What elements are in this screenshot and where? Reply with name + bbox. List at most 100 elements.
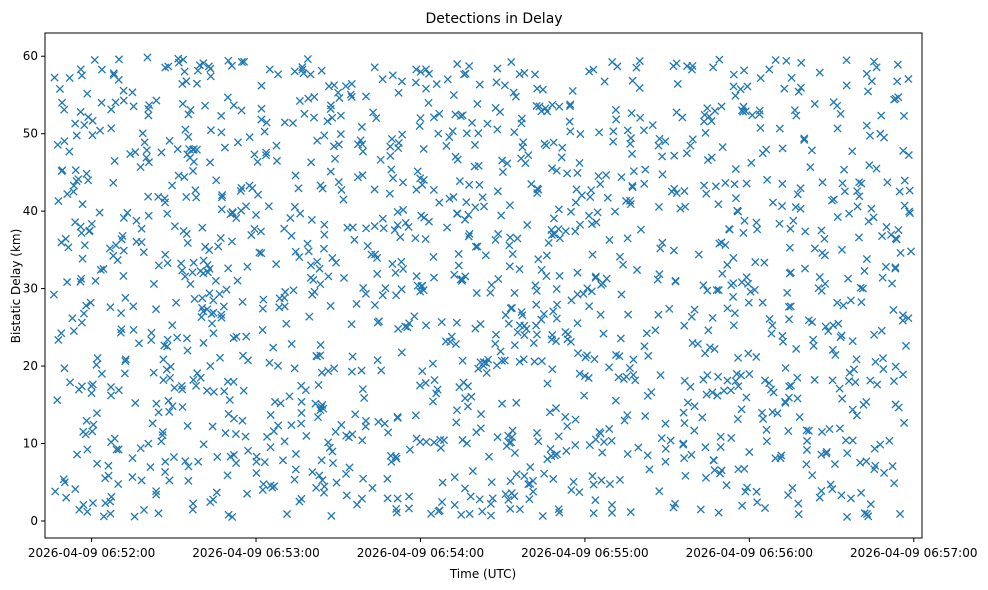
data-point: [193, 369, 202, 378]
data-point: [285, 392, 294, 401]
data-point: [866, 376, 875, 385]
data-point: [752, 218, 761, 227]
data-point: [287, 339, 296, 349]
data-point: [241, 432, 250, 441]
data-point: [64, 243, 73, 252]
data-point: [726, 386, 735, 395]
data-point: [785, 269, 794, 278]
data-point: [220, 387, 229, 396]
data-point: [274, 70, 283, 79]
data-point: [152, 305, 161, 314]
data-point: [109, 69, 118, 78]
data-point: [826, 480, 835, 489]
data-point: [455, 177, 464, 186]
data-point: [219, 302, 228, 311]
data-point: [330, 364, 339, 373]
data-point: [452, 406, 462, 415]
data-point: [540, 139, 549, 148]
data-point: [818, 178, 827, 187]
data-point: [561, 412, 570, 421]
data-point: [591, 272, 600, 281]
data-point: [137, 476, 146, 485]
data-point: [800, 264, 810, 273]
data-point: [315, 471, 324, 480]
data-point: [716, 432, 725, 441]
data-point: [95, 208, 104, 217]
data-point: [272, 156, 282, 165]
data-point: [889, 305, 898, 314]
data-point: [627, 109, 636, 118]
data-point: [119, 96, 128, 105]
data-point: [80, 120, 89, 130]
data-point: [443, 223, 452, 232]
data-point: [232, 332, 241, 341]
data-point: [571, 441, 580, 450]
data-point: [584, 211, 593, 220]
data-point: [82, 416, 91, 425]
data-point: [441, 337, 450, 346]
data-point: [683, 62, 692, 71]
data-point: [833, 124, 842, 133]
data-point: [258, 304, 267, 313]
data-point: [825, 425, 834, 434]
data-point: [362, 224, 371, 233]
data-point: [858, 284, 868, 293]
data-point: [714, 372, 723, 381]
data-point: [658, 170, 667, 179]
data-point: [165, 373, 175, 382]
data-point: [318, 400, 327, 409]
data-point: [121, 355, 130, 364]
data-point: [573, 349, 583, 358]
data-point: [298, 65, 307, 74]
data-point: [618, 260, 628, 269]
data-point: [476, 319, 485, 329]
data-point: [700, 181, 709, 190]
data-point: [703, 156, 712, 165]
data-point: [57, 329, 66, 338]
data-point: [106, 382, 116, 392]
data-point: [721, 241, 730, 250]
data-point: [528, 476, 538, 485]
data-point: [904, 74, 913, 84]
data-point: [718, 269, 727, 278]
data-point: [711, 182, 720, 191]
data-point: [242, 332, 251, 341]
data-point: [596, 429, 605, 438]
data-point: [311, 399, 320, 408]
data-point: [729, 279, 738, 288]
data-point: [615, 352, 624, 361]
data-point: [867, 77, 876, 86]
data-point: [709, 456, 718, 465]
data-point: [605, 363, 614, 372]
data-point: [624, 310, 633, 319]
data-point: [878, 354, 888, 363]
data-point: [506, 477, 515, 486]
data-point: [144, 192, 153, 201]
data-point: [479, 202, 489, 211]
data-point: [549, 307, 558, 316]
data-point: [450, 500, 459, 509]
data-point: [260, 127, 269, 136]
data-point: [158, 431, 167, 440]
data-point: [714, 200, 723, 209]
data-point: [332, 478, 341, 487]
data-point: [87, 389, 96, 398]
data-point: [107, 124, 116, 133]
data-point: [437, 497, 447, 507]
data-point: [550, 230, 559, 239]
data-point: [623, 411, 632, 420]
data-point: [342, 469, 351, 478]
data-point: [154, 192, 163, 201]
data-point: [217, 205, 226, 214]
data-point: [857, 179, 866, 188]
data-point: [619, 374, 628, 384]
data-point: [596, 310, 605, 319]
data-point: [731, 194, 741, 203]
data-point: [519, 138, 528, 147]
data-point: [101, 474, 110, 483]
data-point: [223, 377, 232, 386]
data-point: [106, 303, 115, 312]
data-point: [109, 70, 118, 80]
data-point: [392, 508, 401, 517]
data-point: [129, 102, 138, 111]
